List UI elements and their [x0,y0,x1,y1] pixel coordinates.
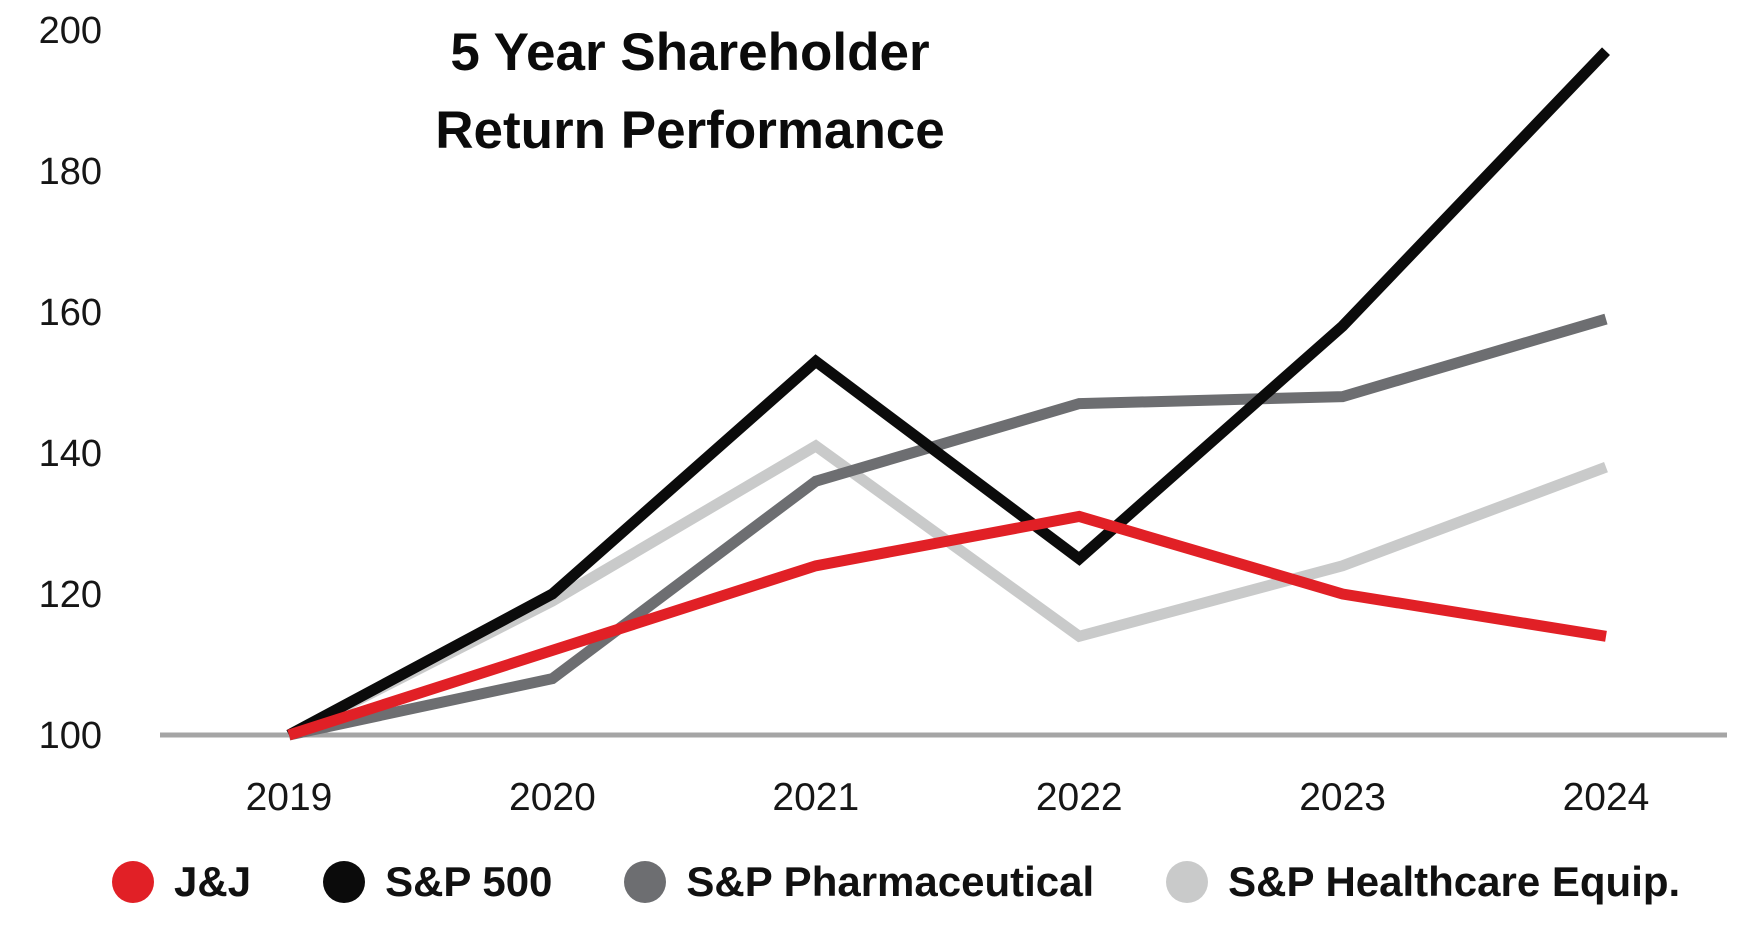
legend-label: J&J [174,858,252,905]
series-line-j-j [287,510,1607,741]
y-axis-tick-label: 140 [39,433,102,475]
legend-item-j-j: J&J [112,858,251,906]
chart-title-line2: Return Performance [435,101,945,160]
legend-item-s-p-healthcare-equip-: S&P Healthcare Equip. [1166,858,1680,906]
legend-label: S&P Pharmaceutical [686,858,1095,905]
legend-label: S&P Healthcare Equip. [1228,858,1681,905]
legend-dot-icon [323,861,366,903]
legend-label: S&P 500 [385,858,553,905]
y-axis-tick-label: 180 [39,151,102,193]
legend-item-s-p-pharmaceutical: S&P Pharmaceutical [624,858,1094,906]
y-axis-tick-label: 100 [39,715,102,757]
x-axis-tick-label: 2020 [509,776,596,819]
series-line-s-p-500 [286,47,1610,740]
series-line-s-p-pharmaceutical [287,313,1608,741]
legend-dot-icon [624,861,667,903]
x-axis-tick-label: 2023 [1299,776,1386,819]
legend-item-s-p-500: S&P 500 [323,858,552,906]
x-axis-tick-label: 2021 [772,776,859,819]
y-axis-tick-label: 160 [39,292,102,334]
chart-legend: J&J S&P 500 S&P Pharmaceutical S&P Healthca… [112,858,1680,906]
x-axis-tick-label: 2024 [1563,776,1650,819]
legend-dot-icon [112,861,154,903]
chart-title-line1: 5 Year Shareholder [450,23,930,82]
y-axis-tick-label: 120 [39,574,102,616]
x-axis-tick-label: 2022 [1036,776,1123,819]
y-axis-tick-label: 200 [39,10,102,52]
chart-title: 5 Year Shareholder Return Performance [435,14,945,170]
legend-dot-icon [1166,861,1209,903]
x-axis-tick-label: 2019 [246,776,333,819]
